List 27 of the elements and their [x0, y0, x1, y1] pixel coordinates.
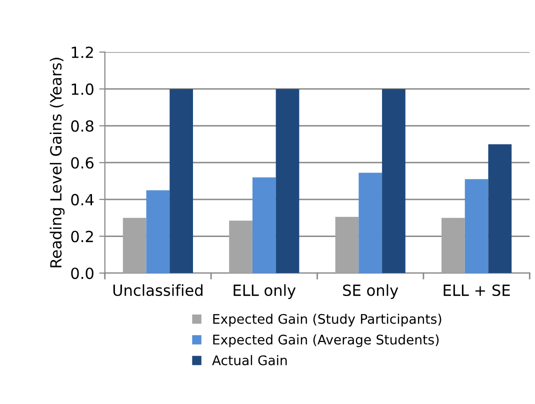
bar [358, 172, 382, 274]
bar [229, 220, 252, 274]
bar [488, 144, 512, 274]
y-axis-title: Reading Level Gains (Years) [50, 58, 65, 268]
bar [335, 216, 359, 274]
bar [382, 88, 406, 274]
bar [252, 177, 276, 274]
y-tick-label: 0.4 [71, 194, 94, 206]
y-tick-label: 0.2 [71, 230, 93, 242]
bar [170, 88, 194, 274]
legend-label: Expected Gain (Study Participants) [213, 314, 442, 326]
bar [276, 88, 300, 274]
x-tick-label: SE only [343, 284, 398, 299]
legend-label: Actual Gain [212, 355, 287, 366]
y-tick-label: 0.8 [71, 120, 94, 132]
y-tick-label: 0.0 [71, 268, 94, 280]
y-tick-label: 1.2 [72, 46, 93, 58]
x-tick-label: ELL only [234, 284, 296, 299]
y-tick-label: 0.6 [71, 157, 94, 169]
bar [122, 218, 146, 274]
x-tick-label: ELL + SE [444, 284, 510, 296]
bar [146, 190, 170, 274]
bar [464, 179, 488, 274]
bar [442, 218, 465, 274]
x-tick-label: Unclassified [113, 284, 202, 296]
legend-label: Expected Gain (Average Students) [213, 334, 439, 348]
y-tick-label: 1.0 [72, 83, 94, 95]
